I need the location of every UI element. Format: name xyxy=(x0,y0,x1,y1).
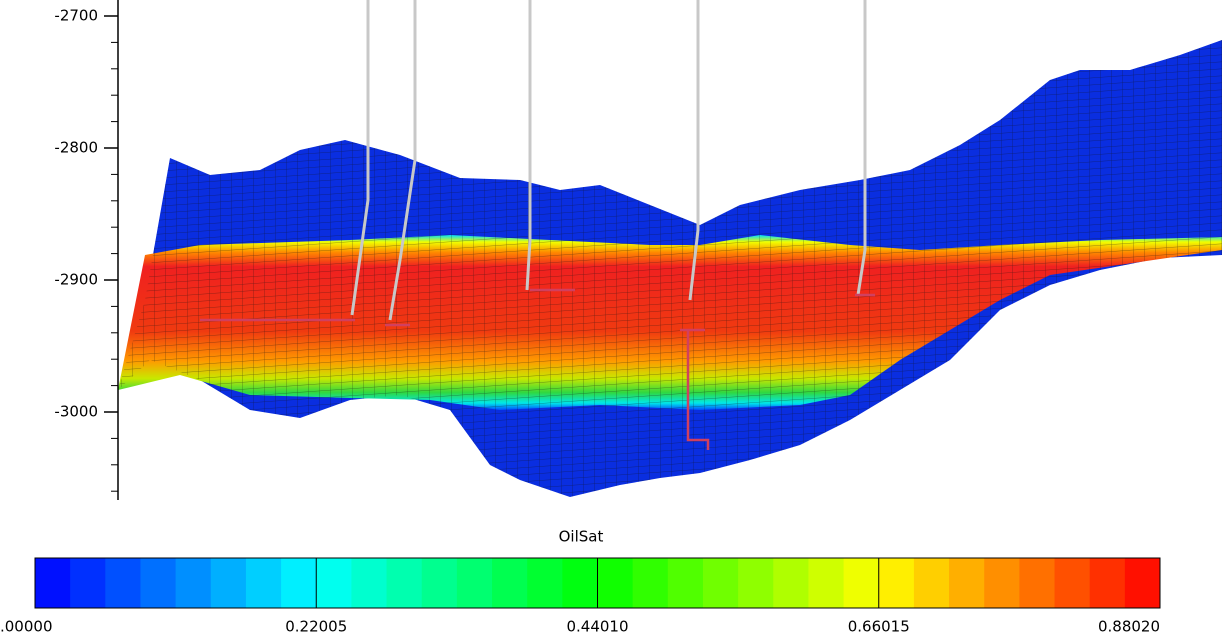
colorbar-label: 0.22005 xyxy=(285,618,347,636)
well xyxy=(856,0,867,296)
color-step xyxy=(386,558,423,608)
colorbar-label: 0.66015 xyxy=(848,618,910,636)
color-step xyxy=(667,558,704,608)
well xyxy=(525,0,532,291)
colorbar-label: .00000 xyxy=(0,618,53,636)
color-step xyxy=(597,558,634,608)
color-step xyxy=(562,558,598,608)
color-step xyxy=(984,558,1020,608)
color-step xyxy=(808,558,845,608)
colorbar: OilSat .00000 0.22005 0.44010 0.66015 0.8802… xyxy=(0,528,1161,636)
color-step xyxy=(632,558,669,608)
color-step xyxy=(105,558,141,608)
well xyxy=(388,0,417,321)
color-step xyxy=(1089,558,1126,608)
color-step xyxy=(1019,558,1056,608)
color-step xyxy=(1124,558,1161,608)
completion xyxy=(686,330,710,450)
color-step xyxy=(913,558,950,608)
color-step xyxy=(421,558,458,608)
color-step xyxy=(878,558,915,608)
depth-label: -2700 xyxy=(54,7,98,25)
colorbar-title: OilSat xyxy=(559,528,604,546)
color-step xyxy=(281,558,317,608)
depth-label: -3000 xyxy=(54,403,98,421)
depth-label: -2900 xyxy=(54,271,98,289)
color-step xyxy=(140,558,177,608)
wells xyxy=(350,0,867,321)
color-step xyxy=(949,558,985,608)
well xyxy=(688,0,700,301)
color-step xyxy=(773,558,809,608)
well xyxy=(350,0,370,316)
well-completions xyxy=(200,288,875,450)
depth-label: -2800 xyxy=(54,139,98,157)
color-step xyxy=(738,558,774,608)
color-step xyxy=(1054,558,1091,608)
depth-axis: -2700 -2800 -2900 -3000 xyxy=(54,0,119,500)
color-step xyxy=(175,558,212,608)
color-step xyxy=(35,558,71,608)
color-step xyxy=(316,558,352,608)
color-step xyxy=(843,558,880,608)
color-step xyxy=(456,558,493,608)
color-step xyxy=(210,558,247,608)
grid-mesh xyxy=(118,40,1222,497)
color-step xyxy=(351,558,388,608)
color-step xyxy=(245,558,282,608)
color-step xyxy=(492,558,528,608)
colorbar-label: 0.88020 xyxy=(1098,618,1160,636)
color-step xyxy=(527,558,563,608)
color-step xyxy=(70,558,106,608)
colorbar-label: 0.44010 xyxy=(566,618,628,636)
reservoir-grid xyxy=(118,40,1222,497)
color-step xyxy=(702,558,739,608)
